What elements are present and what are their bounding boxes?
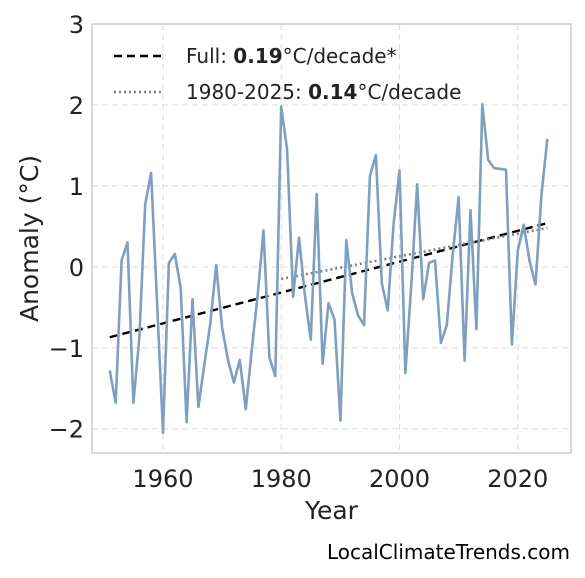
- y-tick-label: 1: [69, 173, 84, 201]
- legend-label: Full: 0.19°C/decade*: [186, 44, 397, 68]
- x-axis-title: Year: [304, 496, 359, 525]
- legend: Full: 0.19°C/decade*1980-2025: 0.14°C/de…: [114, 44, 461, 104]
- plot-frame: [91, 23, 572, 454]
- legend-label-suffix: °C/decade: [357, 80, 461, 104]
- y-axis-ticks: −2 −1 0 1 2 3: [49, 11, 84, 444]
- full-trend-line: [109, 221, 548, 339]
- data-series: [108, 102, 549, 435]
- credit-text: LocalClimateTrends.com: [327, 540, 570, 564]
- y-tick-label: 2: [69, 92, 84, 120]
- y-tick-label: −2: [49, 416, 84, 444]
- legend-label-prefix: Full:: [186, 44, 233, 68]
- x-tick-label: 2000: [369, 465, 430, 493]
- legend-label-prefix: 1980-2025:: [186, 80, 308, 104]
- legend-label-value: 0.14: [308, 80, 357, 104]
- legend-label-suffix: °C/decade*: [283, 44, 397, 68]
- y-tick-label: −1: [49, 335, 84, 363]
- x-axis-ticks: 1960 1980 2000 2020: [132, 465, 548, 493]
- legend-label-value: 0.19: [233, 44, 282, 68]
- grid-lines: [92, 23, 571, 453]
- y-tick-label: 3: [69, 11, 84, 39]
- y-tick-label: 0: [69, 254, 84, 282]
- x-tick-label: 1960: [132, 465, 193, 493]
- x-tick-label: 1980: [251, 465, 312, 493]
- y-axis-title: Anomaly (°C): [15, 155, 44, 322]
- legend-label: 1980-2025: 0.14°C/decade: [186, 80, 461, 104]
- anomaly-series-line: [108, 102, 549, 435]
- x-tick-label: 2020: [487, 465, 548, 493]
